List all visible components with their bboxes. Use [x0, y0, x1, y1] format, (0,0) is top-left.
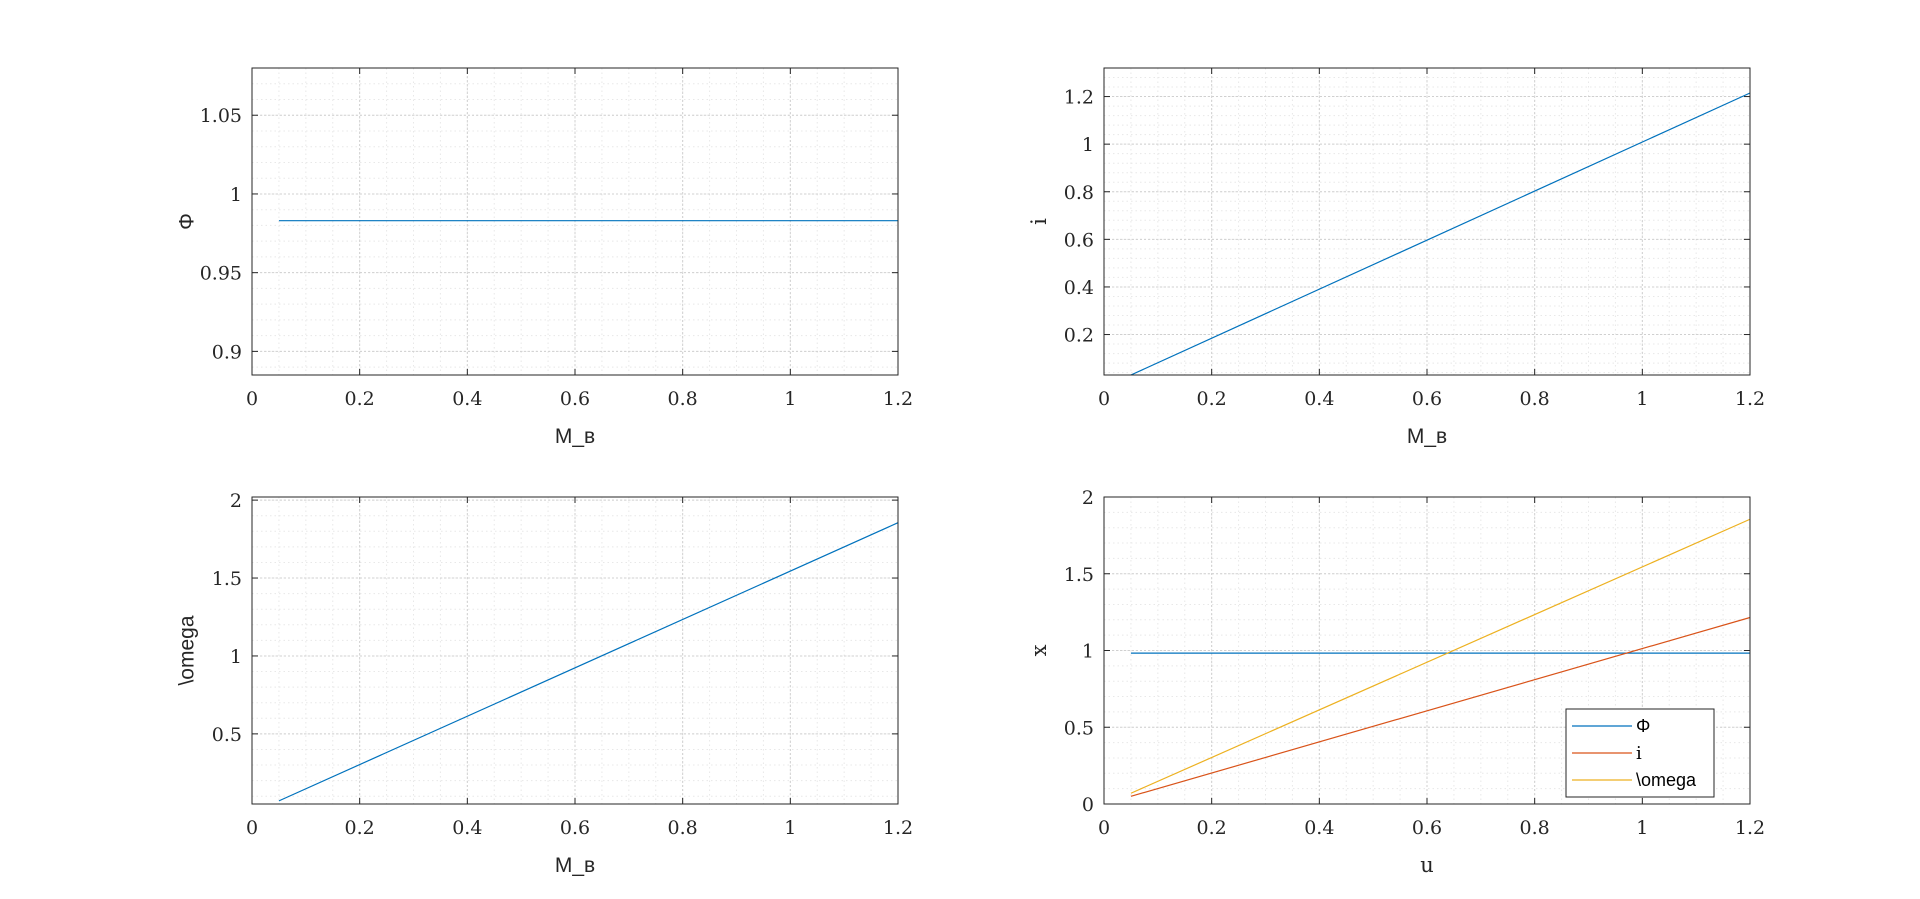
y-tick-label: 0.9	[212, 341, 242, 363]
x-tick-label: 0.4	[1304, 388, 1334, 410]
x-tick-label: 0.2	[1197, 388, 1227, 410]
x-tick-label: 1.2	[883, 388, 913, 410]
x-tick-label: 0.8	[1520, 388, 1550, 410]
y-tick-label: 2	[1082, 487, 1094, 509]
x-tick-label: 0.2	[345, 388, 375, 410]
y-tick-label: 1.2	[1064, 87, 1094, 109]
y-tick-label: 0	[1082, 794, 1094, 816]
y-tick-label: 0.6	[1064, 229, 1094, 251]
x-tick-label: 1	[1636, 817, 1648, 839]
x-tick-label: 1.2	[1735, 817, 1765, 839]
y-axis-label: i	[1027, 218, 1051, 225]
x-tick-label: 0.4	[452, 817, 482, 839]
y-tick-label: 0.4	[1064, 277, 1094, 299]
legend: Φi \omega	[1565, 708, 1715, 798]
y-tick-label: 0.5	[1064, 717, 1094, 739]
y-tick-label: 1.5	[1064, 564, 1094, 586]
y-tick-label: 0.2	[1064, 325, 1094, 347]
y-axis-label: Φ	[176, 213, 199, 230]
x-tick-label: 0.6	[1412, 388, 1442, 410]
y-tick-label: 1.5	[212, 568, 242, 590]
y-tick-label: 1.05	[200, 105, 242, 127]
y-tick-label: 0.95	[200, 263, 242, 285]
legend-label: \omega	[1636, 770, 1697, 790]
series-line-1	[278, 522, 899, 802]
series-line-2	[1130, 616, 1751, 797]
x-tick-label: 0.4	[1304, 817, 1334, 839]
chart-3: 0 0.2 0.4 0.6 0.8 1 1.2 0.5 1 1.5 2 M_в \omega	[176, 490, 914, 877]
y-tick-label: 1	[1082, 134, 1094, 156]
x-tick-label: 0.2	[345, 817, 375, 839]
x-tick-label: 0.6	[560, 817, 590, 839]
chart-4: 0 0.2 0.4 0.6 0.8 1 1.2 0 0.5 1 1.5 2 u x Φi \omega	[1027, 487, 1765, 877]
legend-label: i	[1636, 743, 1642, 764]
x-tick-label: 0	[1098, 388, 1110, 410]
x-tick-label: 1.2	[883, 817, 913, 839]
y-tick-label: 1	[230, 646, 242, 668]
series-line-3	[1130, 518, 1751, 794]
y-tick-label: 0.5	[212, 724, 242, 746]
x-tick-label: 0.4	[452, 388, 482, 410]
x-tick-label: 0	[1098, 817, 1110, 839]
x-tick-label: 1	[784, 817, 796, 839]
x-axis-label: M_в	[1407, 425, 1447, 448]
x-tick-label: 1	[784, 388, 796, 410]
x-tick-label: 0.8	[668, 388, 698, 410]
y-tick-label: 1	[1082, 641, 1094, 663]
x-axis-label: M_в	[555, 854, 595, 877]
y-axis-label: x	[1027, 644, 1051, 656]
y-tick-label: 0.8	[1064, 182, 1094, 204]
x-tick-label: 1	[1636, 388, 1648, 410]
x-tick-label: 0.8	[668, 817, 698, 839]
series-line-1	[1130, 92, 1751, 376]
chart-2: 0 0.2 0.4 0.6 0.8 1 1.2 0.2 0.4 0.6 0.8 1 1.2 M_в i	[1027, 67, 1765, 448]
x-tick-label: 0	[246, 817, 258, 839]
x-tick-label: 1.2	[1735, 388, 1765, 410]
x-axis-label: u	[1420, 853, 1434, 877]
x-axis-label: M_в	[555, 425, 595, 448]
y-tick-label: 2	[230, 490, 242, 512]
x-tick-label: 0.8	[1520, 817, 1550, 839]
y-axis-label: \omega	[176, 615, 199, 685]
y-tick-label: 1	[230, 184, 242, 206]
legend-label: Φ	[1636, 716, 1650, 736]
x-tick-label: 0.6	[560, 388, 590, 410]
chart-1: 0 0.2 0.4 0.6 0.8 1 1.2 0.9 0.95 1 1.05 M_в Φ	[176, 67, 913, 448]
x-tick-label: 0.2	[1197, 817, 1227, 839]
x-tick-label: 0.6	[1412, 817, 1442, 839]
x-tick-label: 0	[246, 388, 258, 410]
